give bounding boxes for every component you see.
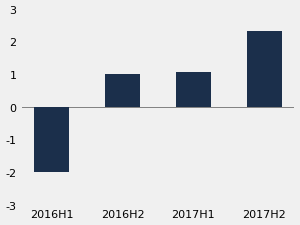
Bar: [34, 107, 69, 172]
Bar: [247, 32, 282, 107]
Bar: [176, 73, 211, 107]
Bar: [105, 74, 140, 107]
